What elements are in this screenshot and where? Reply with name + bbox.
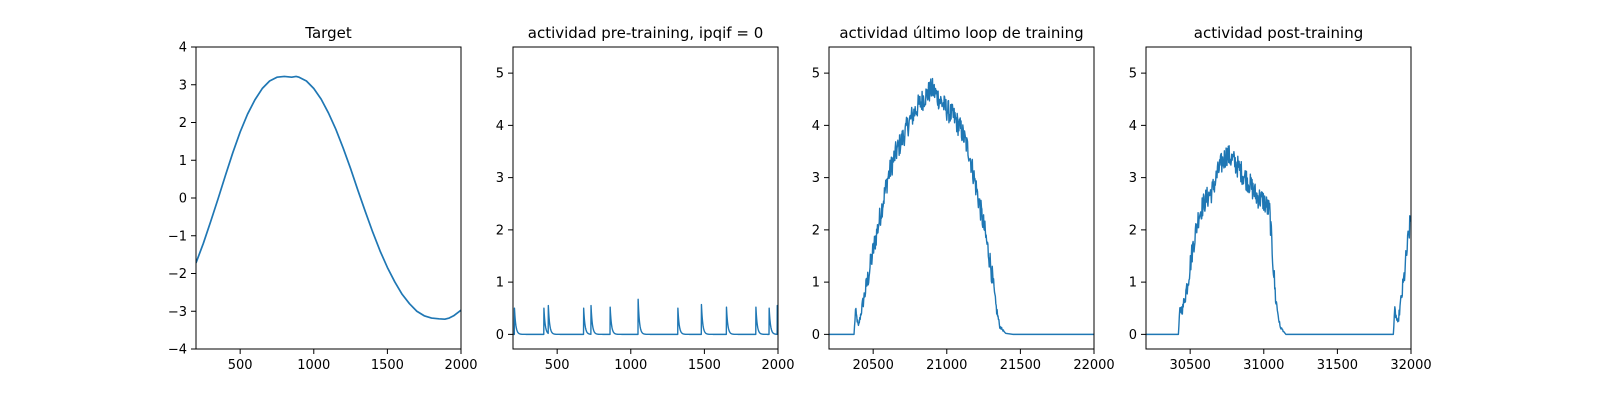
y-tick-label: 0 xyxy=(179,192,187,207)
y-tick-label: 3 xyxy=(179,78,187,93)
chart-panel-post-training: 30500 31000 31500 32000 0 1 2 3 4 5 actividad post… xyxy=(1129,24,1432,373)
x-tick-label: 20500 xyxy=(852,358,893,373)
x-tick-label: 30500 xyxy=(1169,358,1210,373)
y-tick-label: 4 xyxy=(496,119,504,134)
series-line xyxy=(513,298,778,336)
chart-title: actividad último loop de training xyxy=(839,24,1083,42)
y-tick-label: 2 xyxy=(1129,223,1137,238)
x-tick-label: 1500 xyxy=(371,358,404,373)
y-tick-label: 1 xyxy=(496,276,504,291)
series-line xyxy=(1146,145,1411,336)
x-tick-label: 21000 xyxy=(926,358,967,373)
y-tick-label: 5 xyxy=(1129,67,1137,82)
y-tick-label: 0 xyxy=(1129,328,1137,343)
axes-frame xyxy=(512,46,779,350)
y-tick-label: −1 xyxy=(168,229,187,244)
y-tick-label: −2 xyxy=(168,267,187,282)
chart-title: actividad post-training xyxy=(1194,24,1363,42)
y-tick-label: −4 xyxy=(168,343,187,358)
y-tick-label: 4 xyxy=(812,119,820,134)
y-tick-label: 2 xyxy=(812,223,820,238)
chart-panel-pre-training: 500 1000 1500 2000 0 1 2 3 4 5 actividad pre-train… xyxy=(496,24,795,373)
y-tick-label: 3 xyxy=(1129,171,1137,186)
axes-frame xyxy=(1145,46,1412,350)
axes-frame xyxy=(195,46,462,350)
x-tick-label: 1000 xyxy=(297,358,330,373)
x-tick-label: 32000 xyxy=(1390,358,1431,373)
x-tick-label: 500 xyxy=(545,358,570,373)
y-tick-label: 0 xyxy=(496,328,504,343)
y-tick-label: 5 xyxy=(812,67,820,82)
chart-title: actividad pre-training, ipqif = 0 xyxy=(528,24,764,42)
y-tick-label: 2 xyxy=(179,116,187,131)
x-tick-label: 22000 xyxy=(1073,358,1114,373)
x-tick-label: 2000 xyxy=(761,358,794,373)
chart-title: Target xyxy=(304,24,352,42)
y-tick-label: 1 xyxy=(1129,276,1137,291)
y-tick-label: 3 xyxy=(496,171,504,186)
x-tick-label: 31500 xyxy=(1317,358,1358,373)
x-tick-label: 1000 xyxy=(614,358,647,373)
series-line xyxy=(829,77,1094,336)
y-tick-label: 1 xyxy=(812,276,820,291)
axes-frame xyxy=(828,46,1095,350)
chart-panel-last-training-loop: 20500 21000 21500 22000 0 1 2 3 4 5 actividad últi… xyxy=(812,24,1115,373)
y-tick-label: 3 xyxy=(812,171,820,186)
x-tick-label: 500 xyxy=(228,358,253,373)
series-line xyxy=(196,75,461,321)
y-tick-label: 4 xyxy=(1129,119,1137,134)
y-tick-label: 4 xyxy=(179,41,187,56)
x-tick-label: 21500 xyxy=(1000,358,1041,373)
chart-panel-target: 500 1000 1500 2000 −4 −3 −2 −1 0 1 2 3 4 Target xyxy=(168,24,478,373)
y-tick-label: 0 xyxy=(812,328,820,343)
x-tick-label: 31000 xyxy=(1243,358,1284,373)
y-tick-label: 2 xyxy=(496,223,504,238)
y-tick-label: 1 xyxy=(179,154,187,169)
x-tick-label: 2000 xyxy=(444,358,477,373)
y-tick-label: 5 xyxy=(496,67,504,82)
y-tick-label: −3 xyxy=(168,305,187,320)
x-tick-label: 1500 xyxy=(688,358,721,373)
